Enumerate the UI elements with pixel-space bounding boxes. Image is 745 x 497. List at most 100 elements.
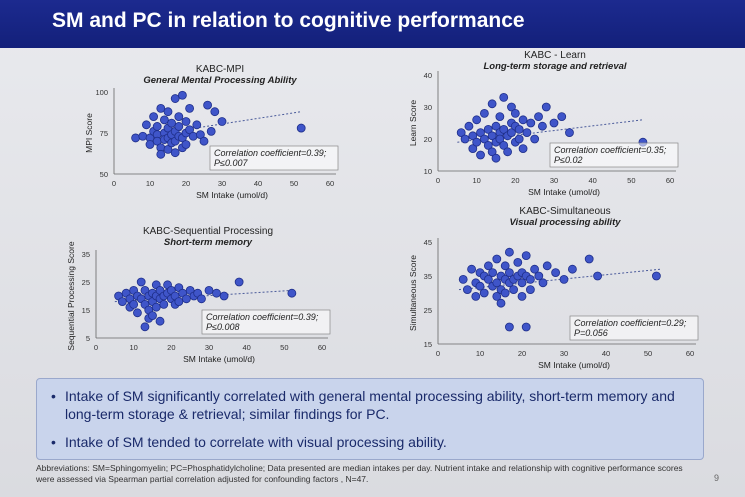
data-point — [174, 297, 184, 307]
data-point — [148, 311, 157, 321]
chart-subtitle: General Mental Processing Ability — [143, 75, 297, 86]
data-point — [131, 133, 141, 143]
correlation-text: Correlation coefficient=0.35; — [554, 145, 667, 155]
data-point — [530, 264, 539, 274]
correlation-box — [549, 142, 679, 168]
y-tick-label: 5 — [86, 334, 90, 343]
data-point — [487, 131, 497, 141]
y-tick-label: 100 — [95, 88, 108, 97]
data-point — [504, 268, 514, 278]
data-point — [492, 254, 502, 264]
data-point — [503, 147, 513, 157]
x-tick-label: 50 — [627, 176, 635, 185]
data-point — [538, 121, 547, 131]
data-point — [185, 104, 195, 113]
data-point — [557, 112, 567, 121]
data-point — [181, 294, 191, 304]
chart-title: KABC-Sequential Processing — [143, 226, 273, 237]
x-axis-label: SM Intake (umol/d) — [183, 354, 255, 364]
chart-title: KABC-Simultaneous — [519, 206, 610, 217]
data-point — [504, 322, 514, 332]
data-point — [170, 94, 180, 103]
x-tick-label: 40 — [588, 176, 596, 185]
data-point — [234, 277, 244, 287]
data-point — [456, 128, 466, 137]
data-point — [141, 120, 151, 130]
data-point — [464, 121, 474, 131]
summary-text-1: Intake of SM significantly correlated wi… — [65, 388, 675, 422]
data-point — [521, 251, 531, 261]
data-point — [462, 285, 472, 295]
x-tick-label: 40 — [242, 343, 250, 352]
data-point — [479, 134, 489, 144]
data-point — [174, 112, 184, 121]
data-point — [177, 90, 187, 100]
data-point — [472, 115, 482, 125]
x-tick-label: 0 — [112, 179, 116, 188]
p-value-text: P≤0.007 — [214, 158, 248, 168]
data-point — [192, 120, 202, 130]
correlation-box — [209, 145, 339, 171]
data-point — [495, 112, 505, 121]
data-point — [517, 278, 527, 288]
data-point — [534, 271, 544, 281]
data-point — [518, 144, 528, 153]
data-point — [133, 308, 142, 318]
y-tick-label: 15 — [82, 306, 90, 315]
x-tick-label: 10 — [129, 343, 137, 352]
data-point — [491, 153, 501, 163]
data-point — [476, 128, 485, 137]
data-point — [483, 125, 493, 134]
data-point — [538, 278, 548, 288]
data-point — [212, 288, 221, 298]
data-point — [163, 145, 173, 154]
data-point — [559, 274, 569, 284]
data-point — [159, 299, 169, 309]
data-point — [483, 261, 493, 271]
x-tick-label: 30 — [560, 349, 568, 358]
data-point — [287, 288, 297, 298]
data-point — [488, 268, 498, 278]
data-point — [584, 254, 594, 264]
data-point — [296, 123, 306, 133]
data-point — [188, 131, 198, 141]
x-tick-label: 20 — [511, 176, 519, 185]
data-point — [487, 147, 497, 157]
data-point — [149, 112, 159, 121]
data-point — [156, 104, 166, 113]
data-point — [510, 109, 520, 118]
data-point — [479, 288, 489, 298]
data-point — [472, 137, 482, 147]
x-tick-label: 0 — [94, 343, 98, 352]
data-point — [518, 115, 528, 125]
data-point — [487, 99, 497, 109]
data-point — [513, 257, 523, 267]
data-point — [117, 297, 127, 307]
x-tick-label: 40 — [602, 349, 610, 358]
data-point — [541, 102, 551, 112]
data-point — [492, 278, 502, 288]
p-value-text: P=0.056 — [574, 328, 608, 338]
data-point — [593, 271, 602, 281]
data-point — [174, 122, 184, 131]
data-point — [565, 128, 574, 137]
data-point — [138, 131, 148, 141]
y-tick-label: 35 — [424, 272, 432, 281]
x-tick-label: 10 — [146, 179, 154, 188]
data-point — [159, 115, 169, 125]
bullet-icon: • — [51, 388, 56, 404]
data-point — [136, 277, 146, 287]
data-point — [185, 125, 195, 135]
data-point — [500, 261, 510, 271]
data-point — [151, 302, 161, 312]
x-tick-label: 10 — [472, 176, 480, 185]
data-point — [551, 268, 560, 278]
data-point — [156, 149, 166, 159]
x-tick-label: 0 — [436, 176, 440, 185]
data-point — [526, 274, 535, 284]
data-point — [170, 148, 180, 158]
data-point — [206, 126, 216, 136]
data-point — [504, 247, 514, 257]
x-axis-label: SM Intake (umol/d) — [528, 187, 600, 197]
